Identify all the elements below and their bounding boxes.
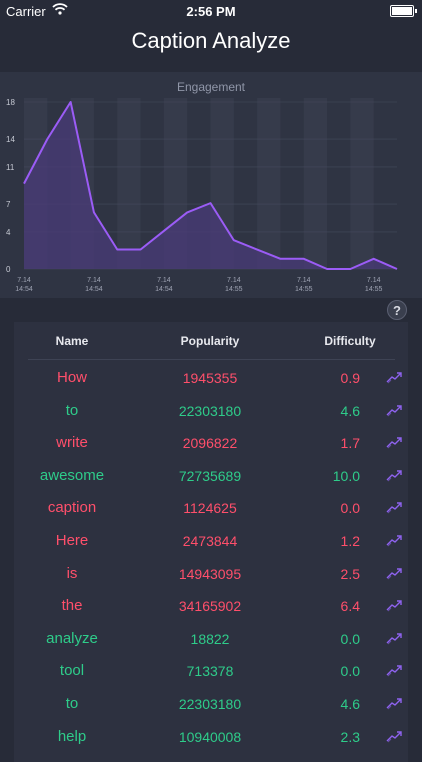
table-row[interactable]: caption 1124625 0.0: [14, 492, 408, 524]
y-tick-label: 18: [6, 98, 15, 107]
table-row[interactable]: the 34165902 6.4: [14, 590, 408, 622]
keyword-name: help: [57, 727, 87, 745]
popularity-value: 713378: [186, 663, 234, 680]
x-tick-label: 14:55: [365, 286, 383, 293]
grid-band: [303, 98, 328, 269]
help-button[interactable]: ?: [387, 300, 407, 320]
table-row[interactable]: Here 2473844 1.2: [14, 525, 408, 557]
x-tick-label: 14:55: [295, 286, 313, 293]
difficulty-value: 0.9: [340, 370, 360, 386]
keyword-name: caption: [47, 499, 97, 517]
trend-up-icon[interactable]: [386, 598, 404, 612]
grid-band: [350, 98, 374, 269]
keyword-name: is: [66, 564, 78, 582]
popularity-value: 2473844: [182, 533, 238, 549]
page-title: Caption Analyze: [131, 28, 291, 53]
trend-up-icon[interactable]: [386, 533, 404, 547]
help-icon: ?: [393, 303, 401, 318]
difficulty-value: 0.0: [340, 500, 360, 517]
x-tick-label: 7.14: [227, 277, 241, 284]
keyword-name: write: [56, 434, 88, 452]
difficulty-value: 2.3: [340, 728, 360, 745]
table-row[interactable]: awesome 72735689 10.0: [14, 460, 408, 492]
difficulty-value: 10.0: [332, 467, 360, 484]
popularity-value: 1124625: [183, 500, 237, 517]
difficulty-value: 1.2: [340, 533, 360, 549]
difficulty-value: 6.4: [340, 598, 360, 615]
popularity-value: 1945355: [182, 370, 238, 386]
trend-up-icon[interactable]: [386, 370, 404, 384]
keyword-name: How: [56, 369, 87, 386]
x-tick-label: 7.14: [17, 277, 31, 284]
difficulty-value: 0.0: [340, 630, 360, 647]
table-row[interactable]: to 22303180 4.6: [14, 395, 408, 427]
x-tick-label: 7.14: [87, 277, 101, 284]
popularity-value: 2096822: [182, 435, 238, 452]
header-divider: [28, 359, 395, 360]
series-line: [23, 101, 398, 270]
x-tick-label: 7.14: [297, 277, 311, 284]
difficulty-value: 1.7: [340, 435, 360, 452]
keyword-name: awesome: [39, 466, 105, 484]
chart-title: Engagement: [176, 80, 246, 94]
battery-icon: [390, 5, 417, 17]
x-tick-label: 7.14: [367, 277, 381, 284]
popularity-value: 22303180: [178, 696, 242, 712]
popularity-value: 72735689: [178, 467, 242, 484]
table-row[interactable]: tool 713378 0.0: [14, 655, 408, 687]
x-tick-label: 7.14: [157, 277, 171, 284]
grid-band: [257, 98, 281, 269]
difficulty-value: 4.6: [340, 402, 360, 419]
keyword-name: to: [65, 401, 79, 419]
trend-up-icon[interactable]: [386, 403, 404, 417]
y-tick-label: 11: [6, 163, 15, 172]
x-tick-label: 14:54: [15, 286, 33, 293]
keyword-table: [14, 322, 408, 762]
x-tick-label: 14:54: [85, 286, 103, 293]
keyword-name: to: [65, 695, 79, 712]
popularity-value: 14943095: [178, 565, 242, 582]
status-bar: Carrier 2:56 PM: [0, 0, 422, 22]
table-row[interactable]: write 2096822 1.7: [14, 427, 408, 459]
carrier-label: Carrier: [6, 4, 46, 19]
trend-up-icon[interactable]: [386, 435, 404, 449]
engagement-chart: 0 4 7 11 14 18 7.14 14:54 7.14 14:54 7.14 14:54 7.14…: [6, 98, 398, 293]
keyword-name: analyze: [46, 629, 98, 647]
keyword-name: Here: [55, 532, 89, 549]
difficulty-value: 4.6: [340, 696, 360, 712]
column-header-difficulty[interactable]: Difficulty: [324, 334, 376, 348]
keyword-name: the: [61, 597, 83, 615]
popularity-value: 18822: [190, 630, 230, 647]
y-tick-label: 7: [6, 200, 11, 209]
wifi-icon: [52, 2, 68, 19]
trend-up-icon[interactable]: [386, 566, 404, 580]
trend-up-icon[interactable]: [386, 729, 404, 743]
popularity-value: 10940008: [178, 728, 242, 745]
trend-up-icon[interactable]: [386, 468, 404, 482]
x-tick-label: 14:55: [225, 286, 243, 293]
grid-band: [117, 98, 141, 269]
trend-up-icon[interactable]: [386, 631, 404, 645]
keyword-name: tool: [59, 662, 85, 680]
column-header-popularity[interactable]: Popularity: [180, 334, 240, 348]
popularity-value: 34165902: [178, 598, 242, 615]
trend-up-icon[interactable]: [386, 696, 404, 710]
x-tick-label: 14:54: [155, 286, 173, 293]
y-tick-label: 4: [6, 228, 11, 237]
table-row[interactable]: analyze 18822 0.0: [14, 623, 408, 655]
popularity-value: 22303180: [178, 402, 242, 419]
y-tick-label: 14: [6, 135, 15, 144]
trend-up-icon[interactable]: [386, 663, 404, 677]
status-time: 2:56 PM: [186, 4, 236, 19]
y-tick-label: 0: [6, 265, 11, 274]
trend-up-icon[interactable]: [386, 500, 404, 514]
column-header-name[interactable]: Name: [55, 334, 89, 348]
table-row[interactable]: How 1945355 0.9: [14, 362, 408, 394]
table-row[interactable]: help 10940008 2.3: [14, 721, 408, 753]
difficulty-value: 2.5: [340, 565, 360, 582]
table-row[interactable]: is 14943095 2.5: [14, 558, 408, 590]
difficulty-value: 0.0: [340, 663, 360, 680]
table-row[interactable]: to 22303180 4.6: [14, 688, 408, 720]
